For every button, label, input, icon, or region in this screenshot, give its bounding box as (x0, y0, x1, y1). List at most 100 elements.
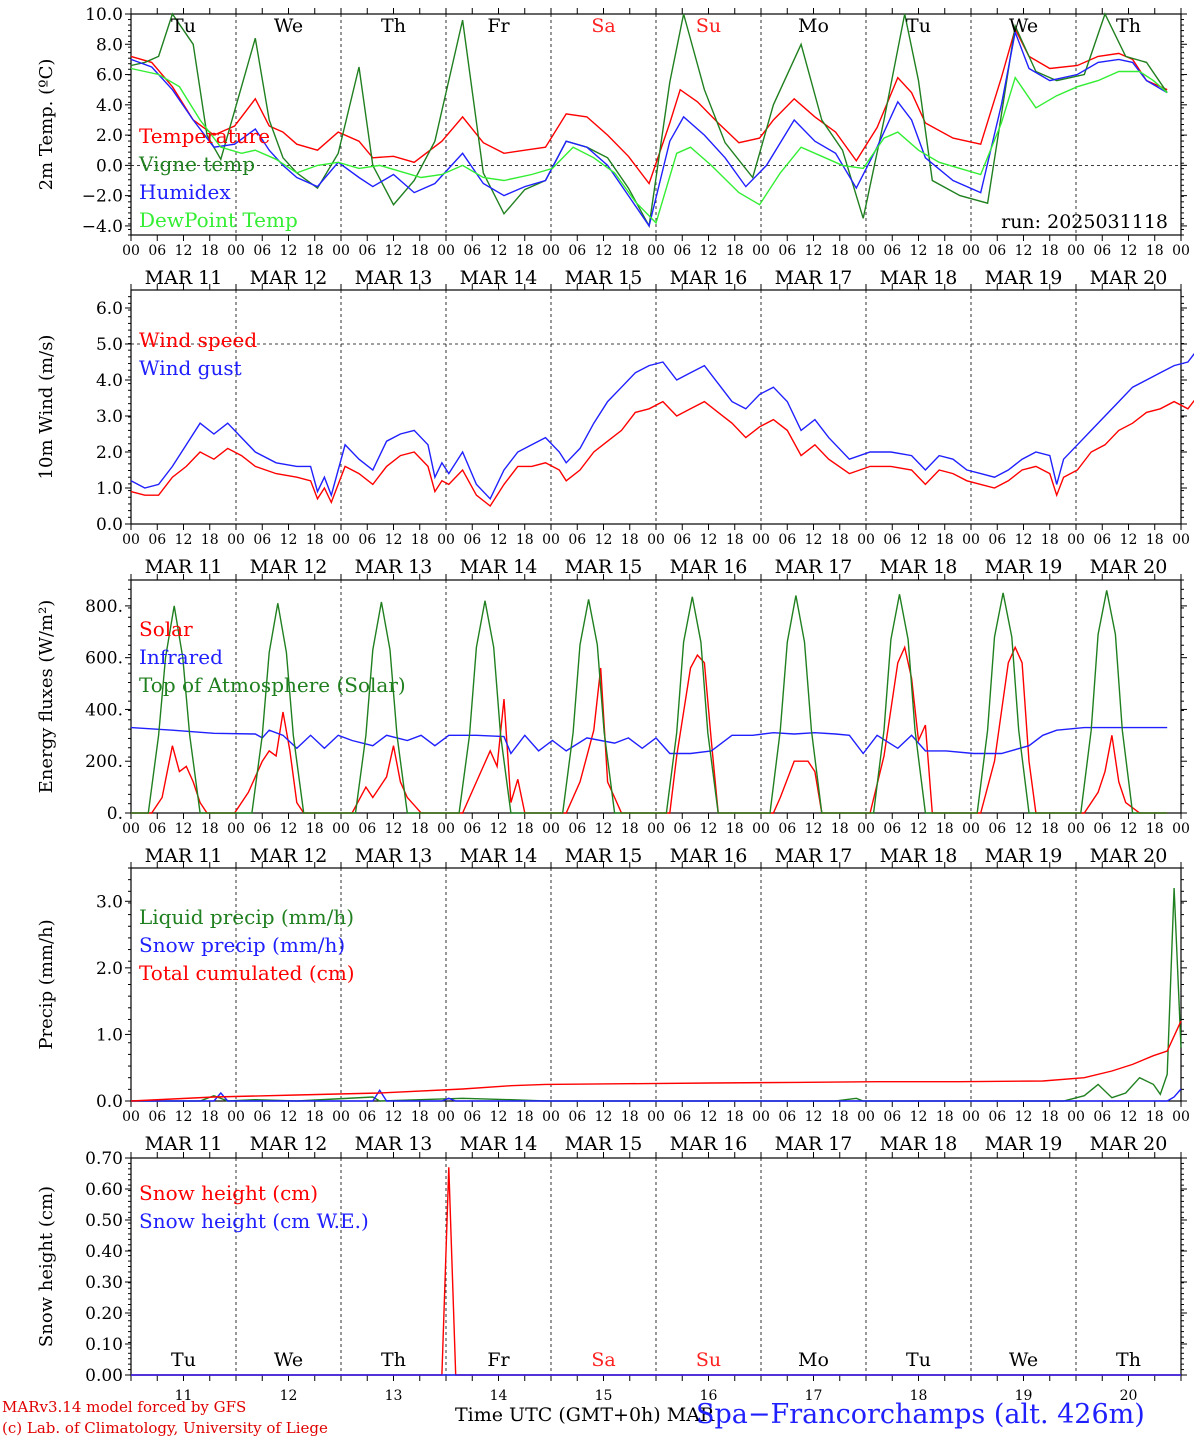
hour-tick-label: 18 (1041, 243, 1059, 259)
hour-tick-label: 06 (673, 1109, 691, 1125)
hour-tick-label: 00 (437, 821, 455, 837)
time-axis-label: Time UTC (GMT+0h) MAR (455, 1404, 714, 1426)
hour-tick-label: 12 (1015, 821, 1033, 837)
hour-tick-label: 12 (385, 821, 403, 837)
hour-tick-label: 00 (437, 1109, 455, 1125)
hour-tick-label: 12 (910, 1109, 928, 1125)
day-label: MAR 13 (355, 845, 433, 867)
time-axis-text: Time UTC (GMT+0h) (455, 1404, 661, 1426)
hour-tick-label: 00 (1172, 243, 1190, 259)
hour-tick-label: 18 (201, 532, 219, 548)
hour-tick-label: 18 (936, 532, 954, 548)
hour-tick-label: 18 (306, 1109, 324, 1125)
legend-entry: Solar (139, 617, 193, 641)
hour-tick-label: 00 (857, 532, 875, 548)
day-label: MAR 11 (145, 556, 223, 578)
y-tick-label: 0.50 (85, 1211, 123, 1231)
hour-tick-label: 18 (831, 243, 849, 259)
hour-tick-label: 06 (358, 1109, 376, 1125)
series-line-vigne-temp (130, 12, 1168, 229)
hour-tick-label: 00 (542, 1109, 560, 1125)
hour-tick-label: 00 (962, 1109, 980, 1125)
hour-tick-label: 12 (175, 821, 193, 837)
hour-tick-label: 00 (227, 532, 245, 548)
day-label: MAR 12 (250, 845, 328, 867)
panel-1: 2m Temp. (ºC) (36, 8, 1187, 241)
day-label: MAR 15 (565, 267, 643, 289)
hour-tick-label: 00 (542, 532, 560, 548)
y-tick-label: 800. (85, 597, 123, 617)
hour-tick-label: 12 (805, 243, 823, 259)
day-label: MAR 16 (670, 845, 748, 867)
day-number-label: 14 (490, 1388, 508, 1404)
weekday-label: Sa (591, 1349, 615, 1371)
hour-tick-label: 00 (1067, 821, 1085, 837)
weekday-label: Fr (487, 1349, 510, 1371)
hour-tick-label: 06 (358, 243, 376, 259)
y-tick-label: 2.0 (96, 443, 123, 463)
hour-tick-label: 12 (1120, 821, 1138, 837)
hour-tick-label: 00 (857, 821, 875, 837)
weekday-label: Su (696, 15, 721, 37)
y-tick-label: 4.0 (96, 96, 123, 116)
hour-tick-label: 18 (411, 243, 429, 259)
weekday-label: Tu (906, 15, 931, 37)
weekday-label: Tu (171, 1349, 196, 1371)
hour-tick-label: 12 (280, 532, 298, 548)
legend-entry: DewPoint Temp (139, 208, 298, 232)
hour-tick-label: 12 (490, 1109, 508, 1125)
hour-tick-label: 18 (1146, 532, 1164, 548)
day-label: MAR 12 (250, 1133, 328, 1155)
hour-tick-label: 06 (253, 821, 271, 837)
hour-tick-label: 00 (647, 821, 665, 837)
y-tick-label: 3.0 (96, 892, 123, 912)
day-label: MAR 20 (1090, 556, 1168, 578)
day-label: MAR 20 (1090, 267, 1168, 289)
hour-tick-label: 00 (752, 532, 770, 548)
hour-tick-label: 18 (1146, 1109, 1164, 1125)
y-tick-label: −2.0 (82, 187, 123, 207)
hour-tick-label: 18 (621, 1109, 639, 1125)
hour-tick-label: 12 (595, 243, 613, 259)
hour-tick-label: 06 (778, 1109, 796, 1125)
hour-tick-label: 00 (1067, 1109, 1085, 1125)
weekday-label: Tu (906, 1349, 931, 1371)
hour-tick-label: 00 (122, 1109, 140, 1125)
hour-tick-label: 06 (253, 1109, 271, 1125)
y-tick-label: 0.0 (96, 156, 123, 176)
day-label: MAR 18 (880, 845, 958, 867)
hour-tick-label: 00 (122, 532, 140, 548)
day-label: MAR 16 (670, 556, 748, 578)
hour-tick-label: 12 (1015, 1109, 1033, 1125)
legend-entry: Wind gust (139, 356, 242, 380)
legend-entry: Infrared (139, 645, 223, 669)
hour-tick-label: 00 (752, 821, 770, 837)
hour-tick-label: 18 (726, 821, 744, 837)
hour-tick-label: 00 (1172, 821, 1190, 837)
hour-tick-label: 00 (1172, 1109, 1190, 1125)
hour-tick-label: 06 (253, 243, 271, 259)
hour-tick-label: 06 (463, 1109, 481, 1125)
y-tick-label: 600. (85, 649, 123, 669)
y-tick-label: 1.0 (96, 479, 123, 499)
weekday-label: Fr (487, 15, 510, 37)
hour-tick-label: 18 (1146, 243, 1164, 259)
y-tick-label: 0. (107, 804, 123, 824)
hour-tick-label: 12 (175, 1109, 193, 1125)
hour-tick-label: 06 (1093, 243, 1111, 259)
model-credit: MARv3.14 model forced by GFS (2, 1398, 247, 1416)
hour-tick-label: 06 (568, 821, 586, 837)
hour-tick-label: 06 (148, 821, 166, 837)
y-axis-label: Snow height (cm) (36, 1186, 57, 1347)
series-line-top-of-atmosphere-solar- (131, 590, 1168, 814)
hour-tick-label: 12 (1015, 243, 1033, 259)
hour-tick-label: 06 (148, 532, 166, 548)
hour-tick-label: 12 (910, 532, 928, 548)
legend-entry: Snow precip (mm/h) (139, 933, 345, 957)
hour-tick-label: 12 (595, 532, 613, 548)
y-tick-label: 4.0 (96, 371, 123, 391)
hour-tick-label: 06 (778, 821, 796, 837)
hour-tick-label: 18 (516, 821, 534, 837)
hour-tick-label: 06 (988, 243, 1006, 259)
